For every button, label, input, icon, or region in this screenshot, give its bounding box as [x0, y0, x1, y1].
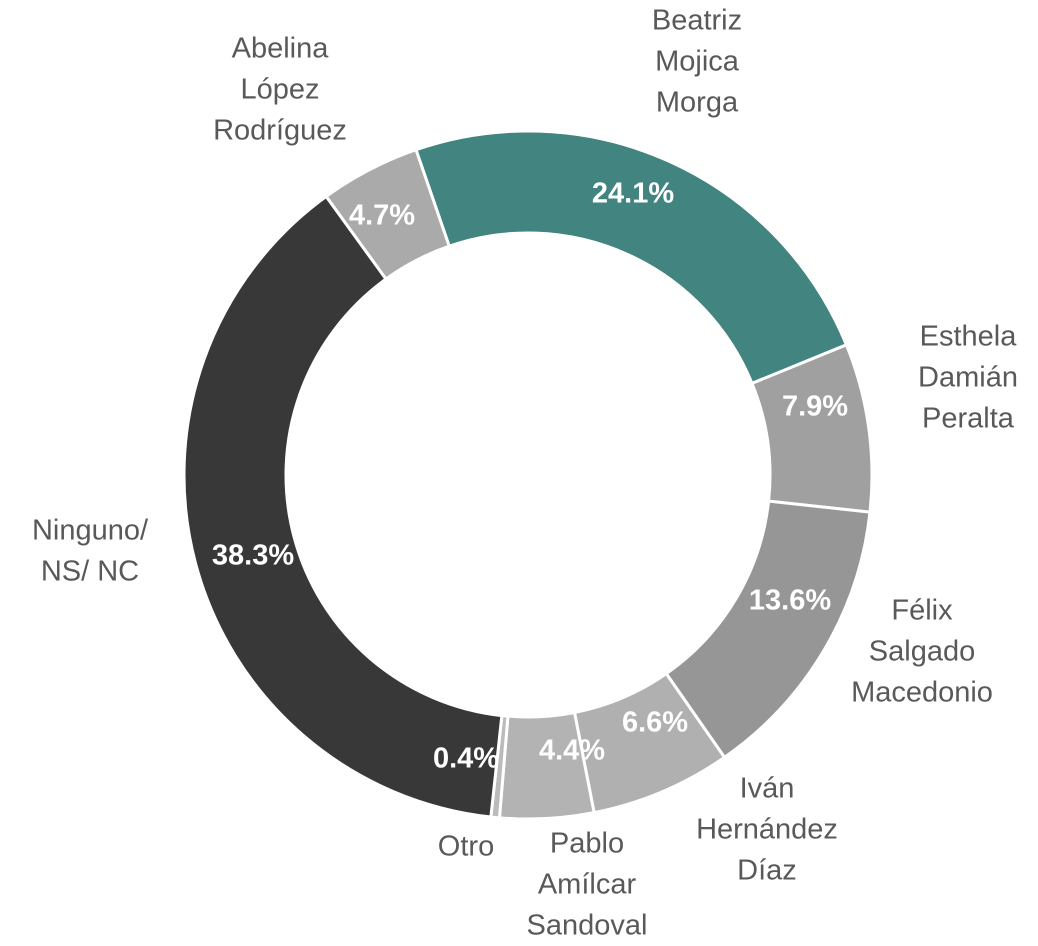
category-label: Díaz [737, 855, 797, 887]
donut-segment [324, 147, 452, 282]
category-label: Morga [656, 87, 739, 119]
category-label: Amílcar [538, 869, 637, 901]
category-label: Esthela [920, 321, 1018, 353]
donut-segment [414, 129, 849, 386]
category-label: Félix [891, 595, 953, 627]
value-label: 4.7% [349, 200, 415, 232]
category-label: Hernández [696, 814, 838, 846]
value-label: 4.4% [539, 735, 605, 767]
category-label: Ninguno/ [32, 515, 149, 547]
value-label: 6.6% [622, 707, 688, 739]
category-label: Salgado [869, 636, 975, 668]
value-label: 7.9% [782, 391, 848, 423]
category-label: Abelina [232, 33, 330, 65]
category-label: NS/ NC [41, 556, 139, 588]
category-label: Mojica [655, 46, 740, 78]
category-label: López [240, 74, 319, 106]
category-label: Macedonio [851, 677, 993, 709]
value-label: 0.4% [433, 743, 499, 775]
category-label: Peralta [922, 403, 1015, 435]
category-label: Damián [918, 362, 1018, 394]
donut-segment [182, 194, 504, 819]
category-label: Otro [438, 831, 494, 863]
value-label: 38.3% [212, 540, 294, 572]
category-label: Pablo [550, 828, 624, 860]
category-label: Rodríguez [213, 115, 347, 147]
category-label: Sandoval [527, 910, 648, 942]
value-label: 24.1% [592, 178, 674, 210]
value-label: 13.6% [749, 585, 831, 617]
category-label: Iván [740, 773, 795, 805]
category-label: Beatriz [652, 5, 742, 37]
